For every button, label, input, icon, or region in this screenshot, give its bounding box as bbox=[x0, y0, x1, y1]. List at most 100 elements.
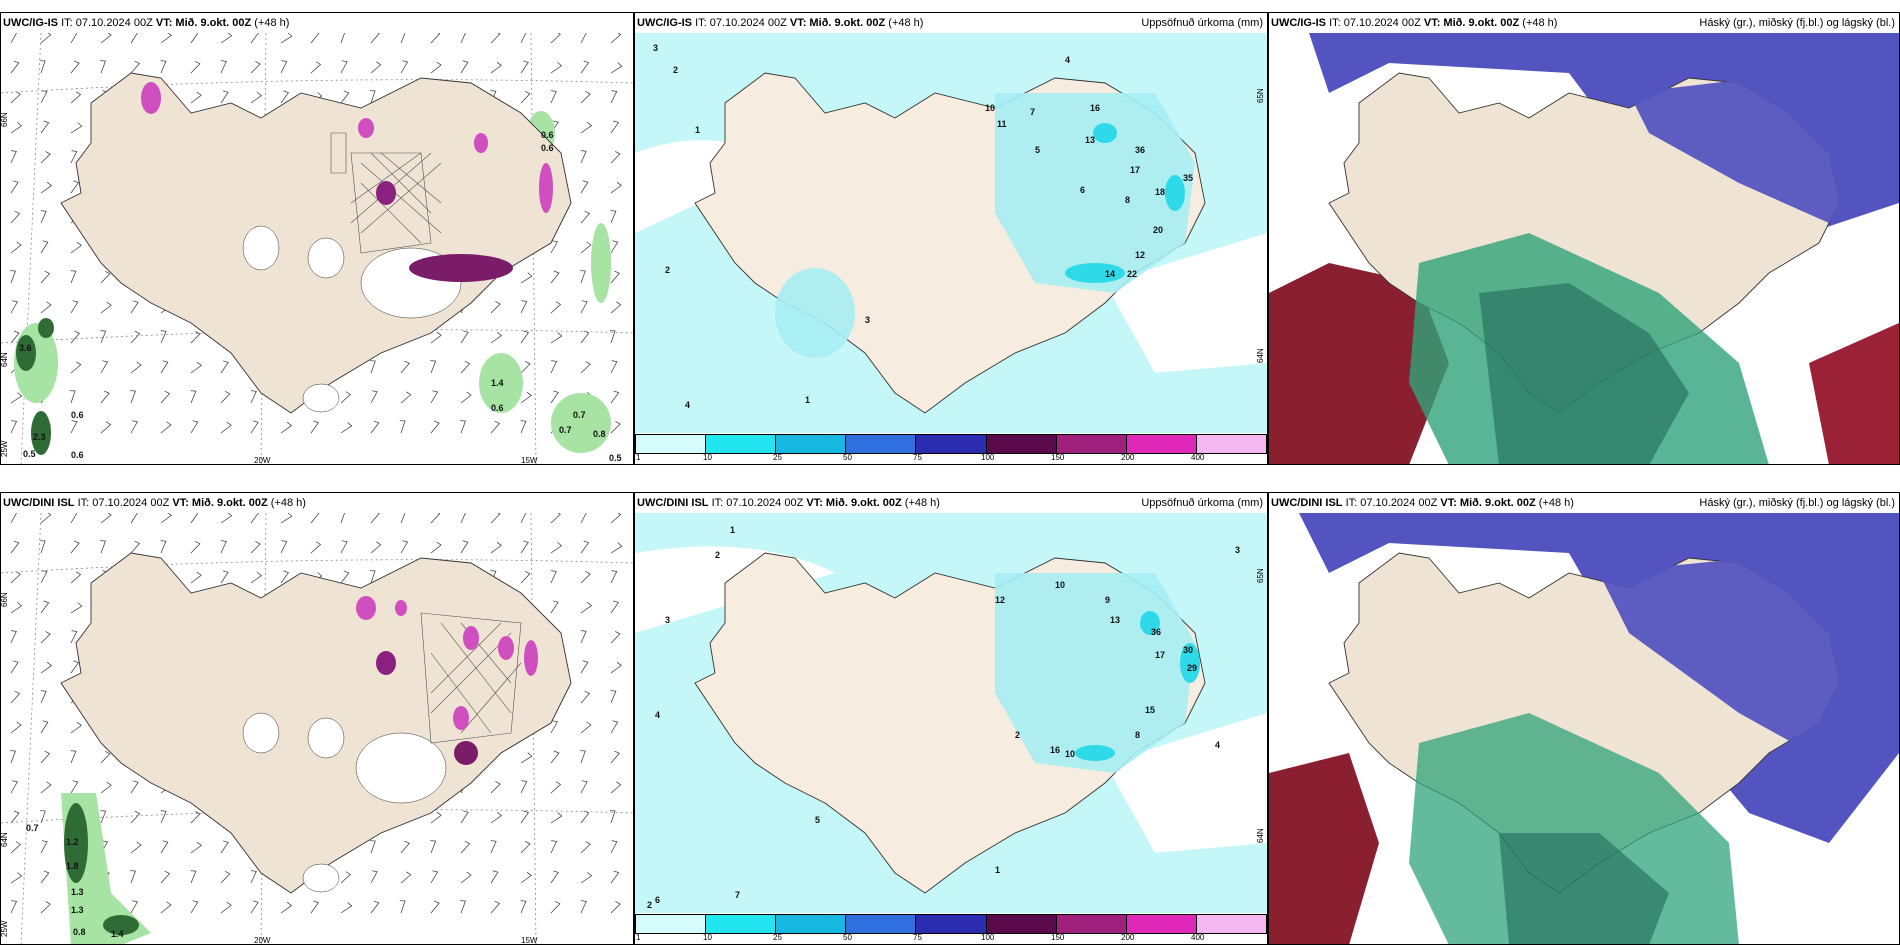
precip-value: 2 bbox=[665, 265, 670, 275]
precip-value: 1 bbox=[805, 395, 810, 405]
wind-barb bbox=[400, 60, 409, 74]
colorbar-tick: 400 bbox=[1191, 933, 1205, 942]
model-name: UWC/IG-IS bbox=[637, 17, 692, 29]
wind-barb bbox=[130, 900, 138, 914]
wind-barb bbox=[520, 90, 531, 104]
wind-barb bbox=[40, 90, 48, 104]
precip-value: 16 bbox=[1090, 103, 1100, 113]
lat-label: 65N bbox=[1256, 568, 1265, 583]
wind-barb bbox=[580, 330, 590, 344]
init-time: IT: 07.10.2024 00Z bbox=[1345, 497, 1438, 509]
wind-barb bbox=[520, 391, 532, 404]
panel-header: UWC/IG-IS IT: 07.10.2024 00Z VT: Mið. 9.… bbox=[3, 17, 629, 33]
wind-barb bbox=[550, 240, 558, 254]
wind-barb bbox=[160, 33, 172, 44]
wind-label: 1.8 bbox=[66, 861, 79, 871]
wind-barb bbox=[580, 33, 588, 44]
wind-barb bbox=[190, 331, 201, 344]
wind-barb bbox=[460, 513, 467, 524]
precip-value: 6 bbox=[655, 895, 660, 905]
wind-barb bbox=[70, 150, 78, 164]
wind-barb bbox=[130, 810, 141, 824]
lead-time: (+48 h) bbox=[270, 497, 306, 509]
precip-value: 7 bbox=[1030, 107, 1035, 117]
wind-barb bbox=[520, 810, 530, 824]
wind-barb bbox=[70, 270, 77, 284]
wind-barb bbox=[550, 33, 561, 44]
wind-barb bbox=[610, 600, 620, 614]
colorbar-tick: 75 bbox=[913, 933, 922, 942]
wind-barb bbox=[580, 660, 589, 674]
wind-barb bbox=[580, 361, 591, 374]
wind-barb bbox=[580, 60, 590, 74]
wind-barb bbox=[340, 871, 352, 884]
wind-barb bbox=[10, 571, 21, 584]
wind-barb bbox=[310, 513, 320, 524]
valid-time: VT: Mið. 9.okt. 00Z bbox=[172, 497, 268, 509]
model-name: UWC/DINI ISL bbox=[3, 497, 75, 509]
wind-barb bbox=[280, 902, 293, 914]
wind-barb bbox=[369, 840, 376, 854]
wind-barb bbox=[550, 812, 563, 824]
panel-header: UWC/IG-IS IT: 07.10.2024 00Z VT: Mið. 9.… bbox=[637, 17, 1263, 33]
wind-barb bbox=[70, 180, 80, 194]
wind-barb bbox=[40, 151, 51, 164]
wind-label: 1.4 bbox=[111, 929, 124, 939]
wind-barb bbox=[370, 420, 380, 434]
wind-barb bbox=[10, 780, 18, 794]
wind-barb bbox=[610, 120, 620, 134]
colorbar-swatch bbox=[636, 915, 707, 933]
wind-barb bbox=[39, 540, 46, 554]
wind-barb bbox=[220, 570, 229, 584]
lon-label: 20W bbox=[254, 456, 271, 465]
wind-barb bbox=[10, 750, 17, 764]
precip-value: 4 bbox=[1215, 740, 1220, 750]
wind-barb bbox=[580, 780, 588, 794]
wind-barb bbox=[550, 270, 560, 284]
wind-barb bbox=[40, 513, 52, 524]
wind-barb bbox=[460, 420, 467, 434]
wind-barb bbox=[460, 810, 469, 824]
wind-barb bbox=[130, 300, 139, 314]
wind-barb bbox=[580, 721, 592, 734]
wind-barb bbox=[70, 60, 80, 74]
wind-barb bbox=[460, 33, 467, 44]
precip-value: 1 bbox=[995, 865, 1000, 875]
lat-label: 64N bbox=[1256, 828, 1265, 843]
wind-barb bbox=[550, 360, 558, 374]
wind-barb bbox=[490, 513, 501, 524]
wind-barb bbox=[370, 870, 378, 884]
wind-barb bbox=[520, 900, 527, 914]
wind-barb bbox=[70, 660, 80, 674]
wind-label: 1.3 bbox=[71, 887, 84, 897]
wind-barb bbox=[10, 513, 18, 524]
wind-barb bbox=[100, 60, 107, 74]
lat-label: 64N bbox=[1, 352, 9, 367]
wind-barb bbox=[340, 540, 348, 554]
wind-barb bbox=[250, 390, 257, 404]
wind-barb bbox=[550, 870, 559, 884]
wind-map: 0.7 1.2 1.8 1.3 1.3 0.8 1.4 66N 64N 25W … bbox=[1, 513, 633, 945]
wind-barb bbox=[400, 360, 410, 374]
lon-label: 20W bbox=[254, 936, 271, 945]
wind-barb bbox=[70, 571, 82, 584]
lead-time: (+48 h) bbox=[888, 17, 924, 29]
panel-variable-title: Háský (gr.), miðský (fj.bl.) og lágský (… bbox=[1699, 17, 1895, 29]
wind-barb bbox=[250, 61, 261, 74]
wind-label: 0.6 bbox=[541, 130, 554, 140]
wind-barb bbox=[130, 780, 139, 794]
wind-barb bbox=[370, 513, 380, 524]
colorbar-tick: 200 bbox=[1121, 933, 1135, 942]
valid-time: VT: Mið. 9.okt. 00Z bbox=[1423, 17, 1520, 29]
wind-barb bbox=[400, 840, 410, 854]
wind-barb bbox=[40, 182, 53, 194]
precip-value: 6 bbox=[1080, 185, 1085, 195]
model-name: UWC/DINI ISL bbox=[637, 497, 709, 509]
wind-barb bbox=[490, 61, 502, 74]
panel-header: UWC/DINI ISL IT: 07.10.2024 00Z VT: Mið.… bbox=[637, 497, 1263, 513]
wind-barb bbox=[250, 572, 263, 584]
wind-barb bbox=[40, 270, 51, 284]
precip-value: 10 bbox=[985, 103, 995, 113]
wind-barb bbox=[339, 513, 346, 524]
wind-barb bbox=[550, 720, 558, 734]
